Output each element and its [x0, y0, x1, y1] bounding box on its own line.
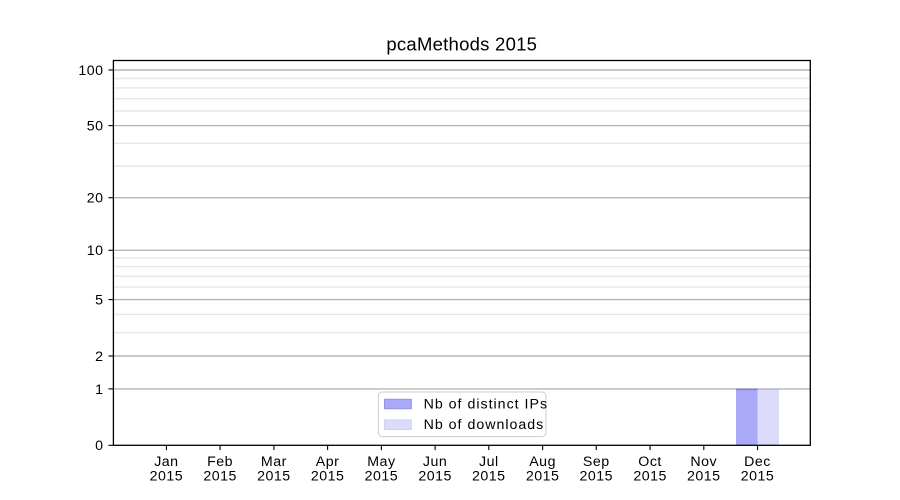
svg-text:2015: 2015 [687, 469, 721, 485]
svg-text:2015: 2015 [257, 469, 291, 485]
svg-text:2015: 2015 [311, 469, 345, 485]
svg-text:Apr: Apr [316, 454, 340, 470]
svg-text:pcaMethods 2015: pcaMethods 2015 [386, 34, 537, 55]
svg-text:Jan: Jan [154, 454, 178, 470]
svg-text:2015: 2015 [150, 469, 184, 485]
svg-text:50: 50 [87, 119, 104, 135]
svg-text:Jul: Jul [479, 454, 499, 470]
svg-text:2015: 2015 [633, 469, 667, 485]
svg-text:2015: 2015 [203, 469, 237, 485]
svg-text:May: May [367, 454, 396, 470]
svg-text:5: 5 [95, 293, 103, 309]
svg-text:0: 0 [95, 438, 103, 454]
svg-text:1: 1 [95, 382, 103, 398]
svg-text:Dec: Dec [744, 454, 771, 470]
svg-text:10: 10 [87, 243, 104, 259]
svg-text:2015: 2015 [472, 469, 506, 485]
svg-text:Nb of distinct IPs: Nb of distinct IPs [424, 396, 548, 412]
svg-text:2015: 2015 [580, 469, 614, 485]
svg-text:2: 2 [95, 349, 103, 365]
svg-text:2015: 2015 [526, 469, 560, 485]
svg-text:Aug: Aug [529, 454, 556, 470]
svg-text:Nov: Nov [690, 454, 717, 470]
svg-text:Jun: Jun [423, 454, 447, 470]
svg-text:2015: 2015 [418, 469, 452, 485]
svg-text:Sep: Sep [583, 454, 610, 470]
svg-text:2015: 2015 [365, 469, 399, 485]
svg-text:Nb of downloads: Nb of downloads [424, 417, 545, 433]
svg-text:2015: 2015 [741, 469, 775, 485]
svg-text:Feb: Feb [207, 454, 233, 470]
svg-text:100: 100 [78, 63, 103, 79]
svg-text:Mar: Mar [261, 454, 287, 470]
svg-text:Oct: Oct [638, 454, 662, 470]
svg-text:20: 20 [87, 191, 104, 207]
